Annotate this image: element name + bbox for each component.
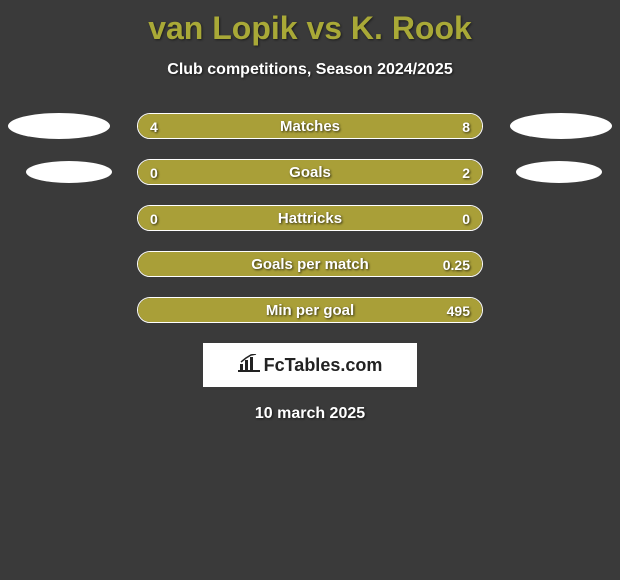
- player2-name: K. Rook: [351, 10, 472, 46]
- stat-bar: Goals0 2: [137, 159, 483, 185]
- stat-row: Matches4 8: [0, 113, 620, 139]
- stat-value-right: 8: [462, 114, 470, 139]
- stat-bar: Matches4 8: [137, 113, 483, 139]
- chart-icon: [238, 354, 260, 377]
- stat-label: Hattricks: [138, 206, 482, 231]
- stat-row: Min per goal495: [0, 297, 620, 323]
- player2-badge: [510, 113, 612, 139]
- stat-label: Min per goal: [138, 298, 482, 323]
- player2-badge: [516, 161, 602, 183]
- stat-bar: Hattricks0 0: [137, 205, 483, 231]
- subtitle: Club competitions, Season 2024/2025: [0, 61, 620, 79]
- stat-row: Goals per match0.25: [0, 251, 620, 277]
- stat-label: Matches: [138, 114, 482, 139]
- player1-name: van Lopik: [148, 10, 297, 46]
- stat-value-left: 0: [150, 206, 158, 231]
- stat-bar: Min per goal495: [137, 297, 483, 323]
- stat-value-right: 0: [462, 206, 470, 231]
- vs-text: vs: [306, 10, 342, 46]
- stat-value-left: 4: [150, 114, 158, 139]
- stat-value-right: 2: [462, 160, 470, 185]
- stat-row: Hattricks0 0: [0, 205, 620, 231]
- stats-container: Matches48Goals02Hattricks00Goals per mat…: [0, 113, 620, 323]
- player1-badge: [26, 161, 112, 183]
- stat-row: Goals0 2: [0, 159, 620, 185]
- stat-value-right: 0.25: [443, 252, 470, 277]
- stat-bar: Goals per match0.25: [137, 251, 483, 277]
- player1-badge: [8, 113, 110, 139]
- stat-value-left: 0: [150, 160, 158, 185]
- stat-label: Goals per match: [138, 252, 482, 277]
- comparison-title: van Lopik vs K. Rook: [0, 0, 620, 47]
- logo: FcTables.com: [238, 354, 383, 377]
- logo-box: FcTables.com: [203, 343, 417, 387]
- stat-value-right: 495: [447, 298, 470, 323]
- date: 10 march 2025: [0, 405, 620, 423]
- stat-label: Goals: [138, 160, 482, 185]
- logo-text: FcTables.com: [264, 355, 383, 376]
